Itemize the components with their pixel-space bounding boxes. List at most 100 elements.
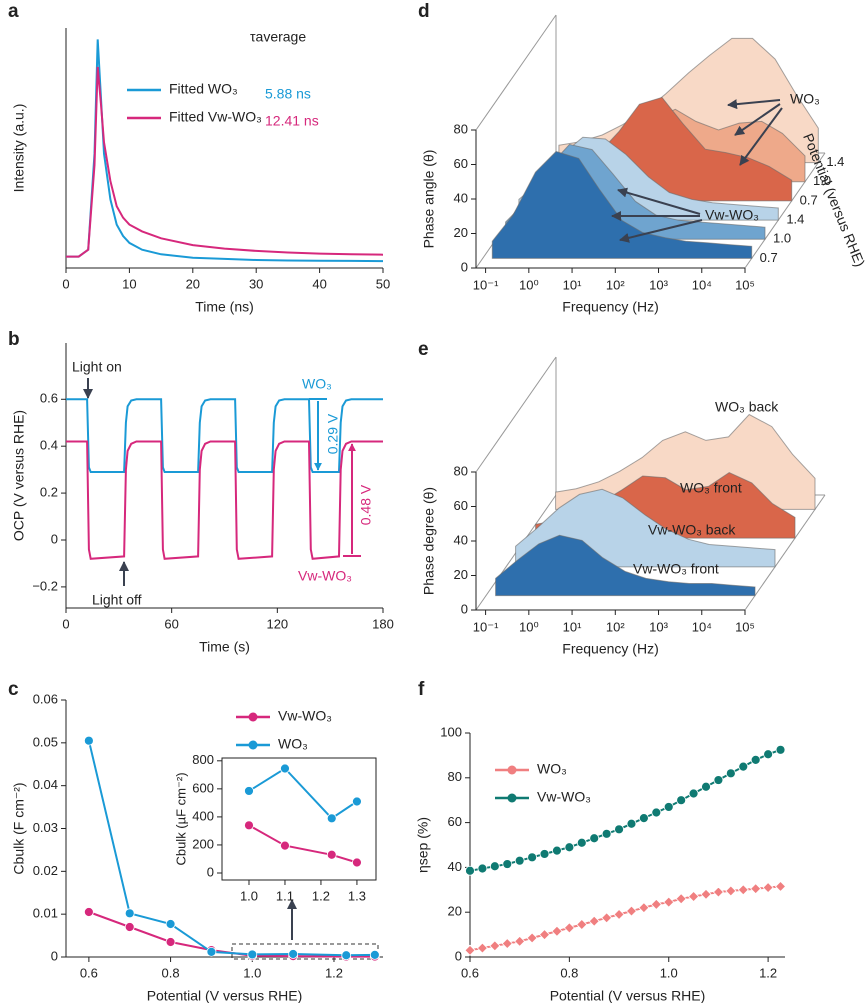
marker bbox=[713, 775, 724, 785]
legend-label: WO₃ bbox=[537, 761, 567, 777]
marker bbox=[663, 802, 674, 812]
x-tick-label: 1.0 bbox=[240, 888, 258, 903]
marker bbox=[651, 807, 662, 818]
annotation: 0.29 V bbox=[325, 413, 341, 454]
series-line bbox=[248, 767, 358, 820]
zoom-box bbox=[231, 943, 379, 960]
y-axis-label: Phase degree (θ) bbox=[421, 487, 437, 595]
y-tick-label: 100 bbox=[440, 724, 462, 739]
x-axis-label: Potential (V versus RHE) bbox=[550, 988, 706, 1003]
legend-marker bbox=[248, 740, 258, 750]
series-line bbox=[66, 398, 383, 473]
y-tick-label: 0.03 bbox=[33, 820, 58, 835]
z-tick-label: 0.7 bbox=[760, 250, 778, 265]
y-tick-label: 0.2 bbox=[40, 485, 58, 500]
x-tick-label: 0 bbox=[62, 276, 69, 291]
y-tick-label: 800 bbox=[192, 752, 214, 767]
marker bbox=[244, 786, 254, 796]
x-tick-label: 10¹ bbox=[563, 277, 582, 292]
marker bbox=[526, 932, 538, 944]
marker bbox=[280, 763, 290, 774]
x-tick-label: 10⁵ bbox=[735, 277, 755, 292]
marker bbox=[763, 749, 774, 760]
marker bbox=[701, 781, 711, 792]
panel-label: c bbox=[8, 679, 19, 700]
marker bbox=[326, 813, 337, 824]
marker bbox=[124, 922, 135, 932]
series-label: Vw-WO₃ bbox=[298, 568, 352, 584]
x-tick-label: 10⁻¹ bbox=[473, 619, 499, 634]
marker bbox=[288, 949, 299, 959]
series-area bbox=[495, 534, 756, 597]
y-axis-label: Intensity (a.u.) bbox=[11, 104, 27, 193]
x-tick-label: 10⁵ bbox=[735, 619, 755, 634]
legend-marker bbox=[248, 712, 258, 722]
x-tick-label: 10⁴ bbox=[692, 277, 712, 292]
marker bbox=[712, 886, 724, 898]
marker bbox=[465, 865, 475, 876]
z-tick-label: 0.7 bbox=[800, 192, 818, 207]
marker bbox=[676, 795, 687, 806]
arrow bbox=[734, 103, 781, 136]
marker bbox=[83, 907, 94, 917]
series-line bbox=[87, 740, 375, 957]
y-tick-label: 80 bbox=[454, 463, 468, 478]
annotation: 0.48 V bbox=[358, 484, 374, 525]
marker bbox=[688, 788, 699, 799]
marker bbox=[341, 950, 352, 961]
marker bbox=[244, 820, 254, 831]
z-tick-label: 1.4 bbox=[786, 212, 804, 227]
x-tick-label: 180 bbox=[372, 616, 394, 631]
panel: 0.6 0.8 1.0 1.2 0 0.01 0.02 0.03 0.04 0.05 0.06 Vw-… bbox=[33, 691, 383, 980]
marker bbox=[464, 944, 476, 956]
panel: 10⁻¹ 10⁰ 10¹ 10² 10³ 10⁴ 10⁵ 0 20 40 60 80 Vw-WO₃ fr… bbox=[454, 356, 826, 634]
x-tick-label: 1.1 bbox=[276, 888, 294, 903]
x-tick-label: 30 bbox=[249, 276, 263, 291]
x-tick-label: 20 bbox=[186, 276, 200, 291]
marker bbox=[552, 845, 562, 856]
panel: 10⁻¹ 10⁰ 10¹ 10² 10³ 10⁴ 10⁵ 0 20 40 60 80 1.4 1.0 0.7… bbox=[454, 14, 865, 292]
series-line bbox=[66, 440, 383, 560]
box-edge bbox=[475, 14, 557, 131]
x-axis-label: Frequency (Hz) bbox=[562, 641, 658, 657]
y-tick-label: 0 bbox=[461, 601, 468, 616]
y-tick-label: 0.01 bbox=[33, 906, 58, 921]
marker bbox=[626, 818, 637, 829]
series-label: WO₃ front bbox=[680, 480, 742, 496]
x-tick-label: 120 bbox=[266, 616, 288, 631]
marker bbox=[625, 905, 638, 917]
marker bbox=[326, 849, 337, 860]
x-tick-label: 0.8 bbox=[560, 965, 578, 980]
marker bbox=[663, 896, 675, 908]
y-tick-label: 80 bbox=[448, 769, 462, 784]
marker bbox=[601, 828, 612, 839]
annotation: WO₃ bbox=[790, 91, 820, 107]
legend-label: Fitted Vw-WO₃ bbox=[169, 109, 262, 125]
marker bbox=[539, 849, 550, 859]
y-axis-label: ηsep (%) bbox=[415, 817, 431, 873]
y-tick-label: 40 bbox=[448, 859, 462, 874]
x-tick-label: 10³ bbox=[649, 277, 668, 292]
marker bbox=[588, 915, 600, 927]
y-tick-label: 60 bbox=[454, 156, 468, 171]
y-axis-label: OCP (V versus RHE) bbox=[11, 410, 27, 541]
marker bbox=[527, 852, 538, 863]
arrow bbox=[617, 187, 701, 215]
x-axis-label: Time (ns) bbox=[195, 299, 254, 315]
marker bbox=[700, 888, 712, 900]
marker bbox=[502, 859, 513, 869]
marker bbox=[514, 855, 525, 866]
y-tick-label: 0.6 bbox=[40, 391, 58, 406]
y-tick-label: 0.04 bbox=[33, 777, 58, 792]
series-label: WO₃ back bbox=[715, 399, 779, 415]
x-tick-label: 10⁻¹ bbox=[473, 277, 499, 292]
x-tick-label: 1.0 bbox=[660, 965, 678, 980]
x-tick-label: 60 bbox=[164, 616, 178, 631]
y-tick-label: 20 bbox=[454, 225, 468, 240]
box-edge bbox=[744, 152, 826, 269]
arrow bbox=[727, 99, 781, 110]
marker bbox=[650, 898, 662, 910]
marker bbox=[83, 735, 94, 746]
marker bbox=[762, 881, 774, 894]
